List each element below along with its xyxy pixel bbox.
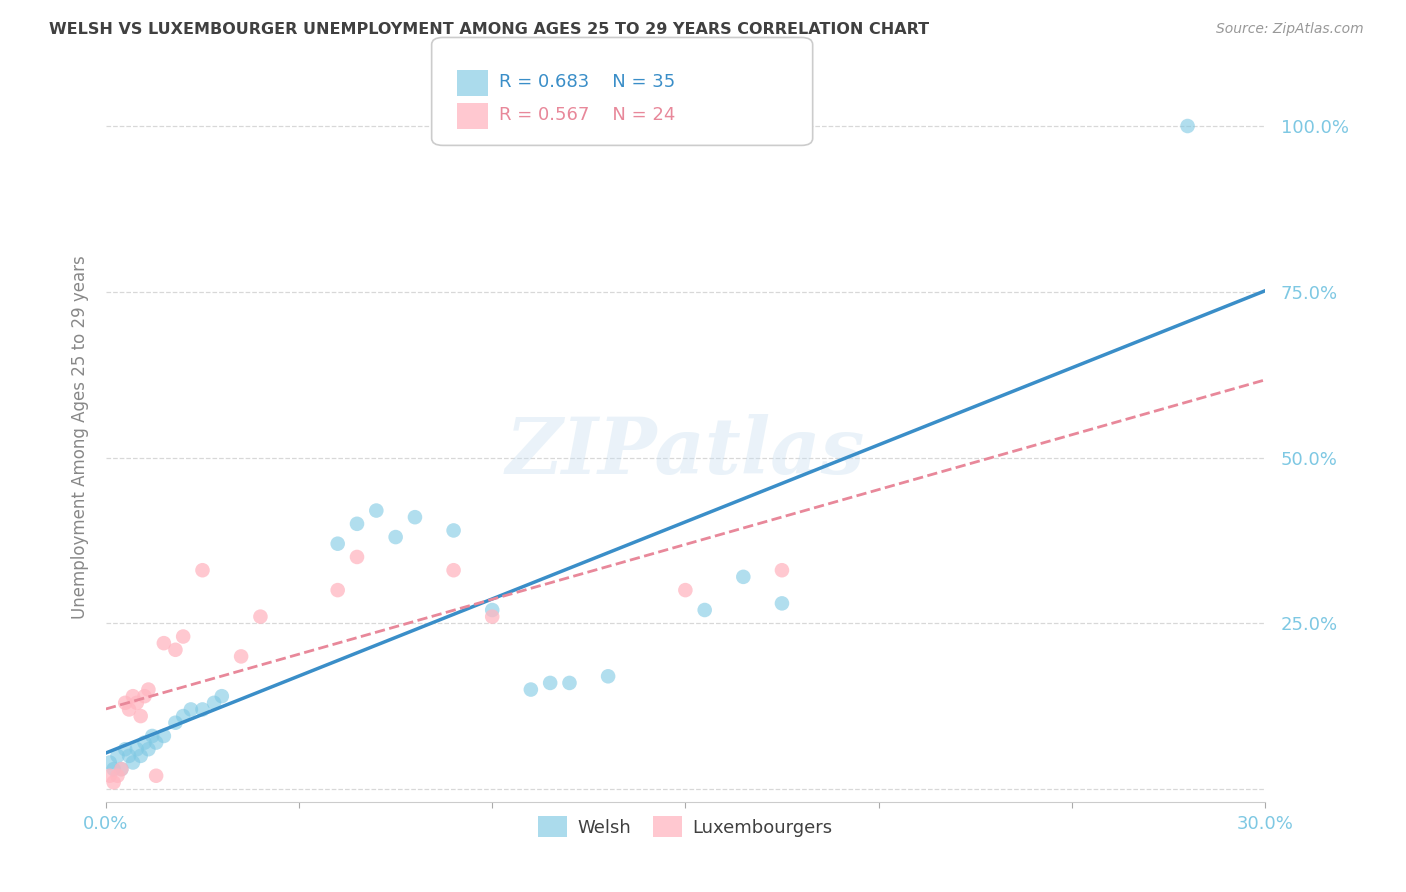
Point — [107, 748, 129, 763]
Point — [443, 563, 465, 577]
Point — [118, 702, 141, 716]
Point — [122, 689, 145, 703]
Point — [122, 756, 145, 770]
Text: ZIPatlas: ZIPatlas — [506, 414, 865, 491]
Point — [598, 669, 620, 683]
Point — [673, 583, 696, 598]
Point — [129, 748, 152, 763]
Point — [145, 736, 167, 750]
Text: R = 0.567    N = 24: R = 0.567 N = 24 — [499, 106, 675, 124]
Point — [366, 503, 388, 517]
Point — [172, 709, 194, 723]
Point — [1177, 119, 1199, 133]
Point — [346, 549, 368, 564]
Point — [770, 563, 793, 577]
Point — [191, 563, 214, 577]
Point — [180, 702, 202, 716]
Point — [229, 649, 252, 664]
Point — [249, 609, 271, 624]
Point — [125, 696, 148, 710]
Point — [125, 742, 148, 756]
Point — [191, 702, 214, 716]
Point — [98, 769, 121, 783]
Point — [138, 682, 160, 697]
Point — [404, 510, 426, 524]
Y-axis label: Unemployment Among Ages 25 to 29 years: Unemployment Among Ages 25 to 29 years — [72, 256, 89, 620]
Point — [481, 603, 503, 617]
Point — [520, 682, 543, 697]
Point — [134, 689, 156, 703]
Point — [733, 570, 755, 584]
Point — [138, 742, 160, 756]
Point — [153, 729, 176, 743]
Point — [107, 769, 129, 783]
Point — [165, 642, 187, 657]
Point — [118, 748, 141, 763]
Point — [110, 762, 132, 776]
Point — [141, 729, 163, 743]
Point — [443, 524, 465, 538]
Point — [110, 762, 132, 776]
Point — [172, 630, 194, 644]
Point — [103, 762, 125, 776]
Point — [153, 636, 176, 650]
Point — [538, 676, 561, 690]
Point — [134, 736, 156, 750]
Text: Source: ZipAtlas.com: Source: ZipAtlas.com — [1216, 22, 1364, 37]
Point — [384, 530, 406, 544]
Point — [693, 603, 716, 617]
Point — [770, 596, 793, 610]
Point — [114, 696, 136, 710]
Point — [98, 756, 121, 770]
Legend: Welsh, Luxembourgers: Welsh, Luxembourgers — [530, 809, 841, 845]
Text: R = 0.683    N = 35: R = 0.683 N = 35 — [499, 73, 675, 91]
Point — [481, 609, 503, 624]
Point — [326, 537, 349, 551]
Text: WELSH VS LUXEMBOURGER UNEMPLOYMENT AMONG AGES 25 TO 29 YEARS CORRELATION CHART: WELSH VS LUXEMBOURGER UNEMPLOYMENT AMONG… — [49, 22, 929, 37]
Point — [346, 516, 368, 531]
Point — [145, 769, 167, 783]
Point — [103, 775, 125, 789]
Point — [558, 676, 581, 690]
Point — [202, 696, 225, 710]
Point — [326, 583, 349, 598]
Point — [114, 742, 136, 756]
Point — [129, 709, 152, 723]
Point — [165, 715, 187, 730]
Point — [211, 689, 233, 703]
